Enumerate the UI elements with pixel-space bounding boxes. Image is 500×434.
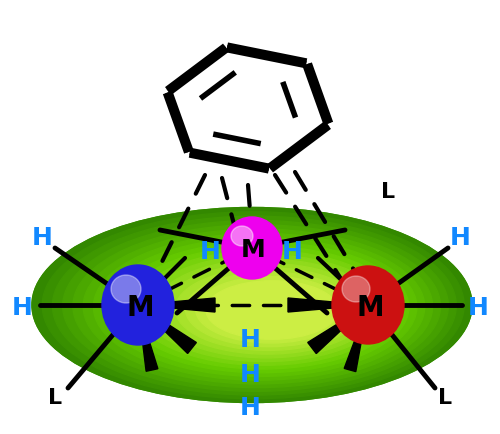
Text: M: M bbox=[126, 294, 154, 322]
Text: M: M bbox=[356, 294, 384, 322]
Ellipse shape bbox=[165, 263, 370, 354]
Ellipse shape bbox=[332, 266, 404, 344]
Ellipse shape bbox=[83, 229, 432, 384]
Ellipse shape bbox=[32, 207, 472, 402]
Ellipse shape bbox=[231, 226, 253, 246]
Text: H: H bbox=[468, 296, 488, 320]
Ellipse shape bbox=[114, 242, 409, 373]
Ellipse shape bbox=[104, 238, 417, 376]
Text: L: L bbox=[381, 182, 395, 202]
Ellipse shape bbox=[94, 233, 424, 380]
Ellipse shape bbox=[176, 268, 362, 350]
Ellipse shape bbox=[342, 276, 370, 302]
Ellipse shape bbox=[186, 272, 354, 347]
Text: H: H bbox=[12, 296, 32, 320]
Text: H: H bbox=[240, 328, 260, 352]
Polygon shape bbox=[344, 305, 368, 372]
Ellipse shape bbox=[222, 217, 282, 279]
Polygon shape bbox=[288, 298, 368, 312]
Polygon shape bbox=[138, 305, 158, 371]
Polygon shape bbox=[308, 305, 368, 354]
Ellipse shape bbox=[42, 212, 464, 399]
Ellipse shape bbox=[32, 207, 472, 402]
Text: H: H bbox=[282, 240, 302, 264]
Text: H: H bbox=[240, 363, 260, 387]
Ellipse shape bbox=[124, 246, 401, 369]
Text: M: M bbox=[240, 238, 266, 262]
Ellipse shape bbox=[111, 275, 141, 303]
Ellipse shape bbox=[73, 225, 440, 388]
Ellipse shape bbox=[134, 250, 393, 365]
Text: L: L bbox=[48, 388, 62, 408]
Text: L: L bbox=[438, 388, 452, 408]
Text: H: H bbox=[200, 240, 220, 264]
Polygon shape bbox=[169, 49, 327, 168]
Ellipse shape bbox=[62, 220, 448, 391]
Ellipse shape bbox=[155, 259, 378, 358]
Ellipse shape bbox=[144, 255, 386, 362]
Polygon shape bbox=[169, 49, 327, 168]
Ellipse shape bbox=[102, 265, 174, 345]
Ellipse shape bbox=[196, 276, 346, 343]
Polygon shape bbox=[138, 305, 196, 353]
Text: H: H bbox=[32, 226, 52, 250]
Ellipse shape bbox=[52, 216, 456, 395]
Polygon shape bbox=[138, 298, 215, 312]
Ellipse shape bbox=[206, 281, 338, 339]
Text: H: H bbox=[450, 226, 470, 250]
Text: H: H bbox=[240, 396, 260, 420]
